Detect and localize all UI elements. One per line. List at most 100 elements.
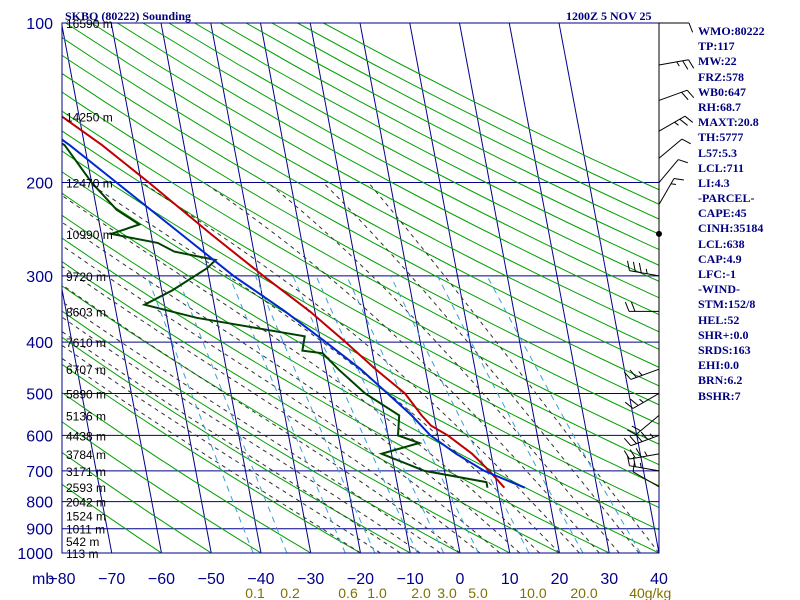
wind-barb-flag [688, 59, 695, 69]
height-label: 3171 m [66, 465, 106, 479]
mixing-ratio-line [254, 275, 376, 553]
moist-adiabat [62, 357, 361, 553]
wind-barb-half [670, 183, 677, 185]
wind-barb [632, 471, 660, 488]
stat-17: -WIND- [698, 282, 740, 297]
sounding-time: 1200Z 5 NOV 25 [566, 9, 652, 23]
wind-barb [629, 465, 660, 472]
wind-barb-flag [623, 371, 632, 380]
wind-barb [629, 270, 660, 277]
pressure-tick-label: 500 [26, 386, 53, 403]
height-label: 5890 m [66, 387, 106, 401]
parcel-trace [62, 138, 526, 489]
temperature-tick-label: 10 [501, 571, 519, 588]
temperature-tick-label: 20 [551, 571, 569, 588]
wind-barb-flag [679, 118, 688, 126]
height-label: 5136 m [66, 409, 106, 423]
mixing-ratio-lines [146, 275, 641, 553]
wind-barb-flag [682, 60, 689, 70]
mixing-ratio-label: 0.6 [338, 585, 358, 600]
dry-adiabat [62, 451, 212, 553]
wind-barb-flag [632, 461, 636, 472]
height-label: 1011 m [66, 523, 105, 537]
dry-adiabat [220, 23, 659, 251]
dry-adiabat [62, 261, 560, 553]
temperature-tick-label: 40 [650, 571, 668, 588]
stat-1: TP:117 [698, 39, 735, 54]
mixing-ratio-label: g/kg [645, 585, 671, 600]
temperature-tick-label: −20 [347, 571, 374, 588]
wind-barb-half [644, 451, 648, 457]
plot-area [0, 23, 659, 553]
dry-adiabat [62, 130, 659, 466]
height-label: 4438 m [66, 429, 106, 443]
height-label: 2593 m [66, 481, 106, 495]
wind-barb-half [645, 268, 648, 274]
stat-11: -PARCEL- [698, 191, 755, 206]
dry-adiabat [62, 192, 659, 531]
stat-20: SHR+:0.0 [698, 327, 749, 342]
wind-barb [658, 89, 688, 101]
stat-6: MAXT:20.8 [698, 115, 759, 130]
dry-adiabat [62, 285, 510, 553]
pressure-tick-label: 900 [26, 522, 53, 539]
wind-barb-flag [623, 437, 632, 447]
dry-adiabat [62, 421, 262, 553]
dewpoint-trace [62, 142, 489, 488]
stat-14: LCL:638 [698, 236, 745, 251]
temperature-tick-label: −70 [98, 571, 125, 588]
dry-adiabat [62, 214, 659, 553]
stat-10: LI:4.3 [698, 175, 730, 190]
height-label: 1524 m [66, 510, 106, 524]
isotherms [0, 23, 659, 553]
wind-barb [630, 434, 660, 447]
wind-barb [658, 115, 686, 132]
mixing-ratio-label: 40 [629, 585, 645, 600]
moist-adiabat [203, 182, 600, 553]
stat-18: STM:152/8 [698, 297, 756, 312]
wind-barb-flag [630, 398, 639, 406]
height-label: 3784 m [66, 448, 106, 462]
stat-13: CINH:35184 [698, 221, 764, 236]
dry-adiabat [62, 150, 659, 487]
isotherm-line [558, 23, 659, 553]
dry-adiabat [168, 23, 659, 282]
stability-panel: WMO:80222 TP:117 MW:22 FRZ:578 WB0:647 RH:68.… [698, 24, 798, 404]
dry-adiabat [91, 23, 659, 333]
wind-barb [658, 159, 679, 183]
temperature-tick-label: −80 [48, 571, 75, 588]
height-label: 9720 m [66, 270, 106, 284]
wind-barb-flag [629, 369, 637, 378]
wind-barb-flag [629, 449, 636, 459]
wind-barb-flag [627, 429, 637, 436]
moist-adiabat [62, 301, 441, 553]
moist-adiabat [368, 182, 659, 553]
calm-wind-marker [656, 230, 662, 237]
height-label: 10990 m [66, 228, 113, 242]
wind-barb [632, 393, 660, 409]
isotherm-line [0, 23, 12, 553]
temperature-tick-label: −60 [148, 571, 175, 588]
dry-adiabat [65, 23, 659, 350]
temperature-tick-label: 30 [600, 571, 618, 588]
mixing-ratio-label: 10.0 [519, 585, 546, 600]
height-label: 14250 m [66, 110, 113, 124]
pressure-tick-label: 400 [26, 335, 53, 352]
dry-adiabat [62, 54, 659, 387]
dry-adiabat [117, 23, 659, 316]
pressure-tick-label: 100 [26, 16, 53, 33]
dry-adiabat [194, 23, 659, 266]
dry-adiabat [62, 37, 659, 368]
mixing-ratio-label: 0.1 [245, 585, 265, 600]
dry-adiabat [62, 110, 659, 445]
dry-adiabat [62, 91, 659, 425]
dry-adiabat [62, 310, 461, 553]
wind-barb-flag [631, 425, 641, 432]
wind-barb-half [674, 121, 679, 126]
stat-22: EHI:0.0 [698, 358, 740, 373]
stat-8: L57:5.3 [698, 145, 737, 160]
mixing-ratio-label: 0.2 [280, 585, 300, 600]
wind-barb [658, 178, 675, 205]
wind-barb-flag [681, 91, 689, 101]
moist-adiabat [62, 221, 521, 553]
